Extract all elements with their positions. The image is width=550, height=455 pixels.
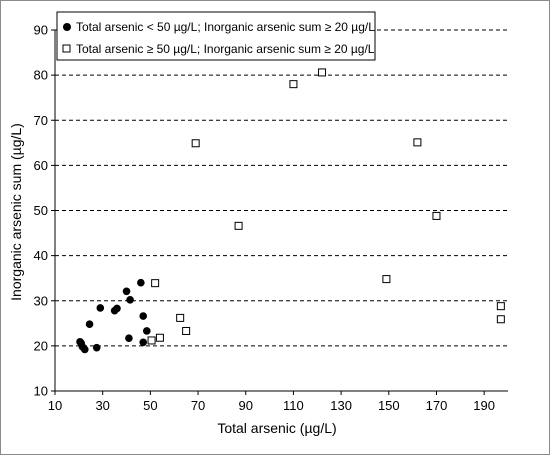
point-series-2-6: [191, 139, 200, 148]
point-series-1-4: [81, 345, 89, 354]
y-tick-label-80: 80: [34, 68, 48, 83]
point-series-1-6: [92, 343, 101, 352]
y-tick-label-40: 40: [34, 248, 48, 263]
x-tick-label-30: 30: [95, 398, 109, 413]
x-tick-label-70: 70: [191, 398, 205, 413]
y-tick-label-60: 60: [34, 158, 48, 173]
x-axis-title: Total arsenic (µg/L): [217, 420, 336, 436]
x-tick-label-130: 130: [330, 398, 352, 413]
point-series-2-14: [496, 315, 505, 324]
y-tick-label-30: 30: [34, 293, 48, 308]
legend-label-series-1: Total arsenic < 50 µg/L; Inorganic arsen…: [76, 20, 375, 34]
x-tick-label-50: 50: [143, 398, 157, 413]
point-series-2-11: [413, 138, 422, 147]
x-tick-label-190: 190: [473, 398, 495, 413]
point-series-1-10: [122, 287, 131, 296]
point-series-2-4: [176, 313, 185, 322]
y-tick-label-70: 70: [34, 113, 48, 128]
x-tick-label-10: 10: [48, 398, 62, 413]
y-tick-label-20: 20: [34, 338, 48, 353]
legend-marker-series-2: [62, 44, 71, 53]
legend: Total arsenic < 50 µg/L; Inorganic arsen…: [56, 11, 376, 61]
point-series-1-14: [139, 312, 148, 320]
legend-label-series-2: Total arsenic ≥ 50 µg/L; Inorganic arsen…: [76, 42, 375, 56]
point-series-2-1: [147, 336, 156, 345]
point-series-1-5: [85, 320, 94, 329]
x-tick-label-110: 110: [283, 398, 304, 413]
point-series-2-9: [318, 68, 327, 77]
y-tick-label-50: 50: [34, 203, 48, 218]
point-series-1-12: [125, 334, 133, 343]
point-series-1-11: [126, 296, 134, 304]
x-tick-label-90: 90: [239, 398, 253, 413]
x-tick-label-150: 150: [378, 398, 400, 413]
point-series-1-7: [96, 304, 105, 312]
point-series-2-13: [496, 302, 505, 311]
point-series-2-2: [151, 279, 160, 288]
y-tick-label-90: 90: [34, 23, 48, 38]
point-series-1-9: [113, 304, 121, 313]
x-tick-label-170: 170: [426, 398, 448, 413]
point-series-1-13: [137, 278, 145, 287]
legend-box: [56, 11, 376, 61]
data-points: [76, 68, 505, 354]
point-series-2-10: [382, 275, 391, 284]
point-series-2-8: [289, 80, 298, 89]
point-series-2-3: [155, 333, 164, 342]
point-series-2-5: [182, 326, 191, 335]
axes: [51, 29, 508, 395]
point-series-1-16: [142, 327, 151, 335]
legend-marker-series-1: [63, 23, 71, 31]
tick-labels: 10 20 30 40 50 60 70 80 90 10 30 50 70 90 110 130 150 170…: [34, 23, 495, 414]
grid-lines: [55, 29, 508, 347]
y-tick-label-10: 10: [34, 384, 48, 399]
y-axis-title: Inorganic arsenic sum (µg/L): [8, 123, 24, 301]
point-series-2-12: [432, 211, 441, 220]
point-series-2-7: [234, 221, 243, 230]
point-series-1-15: [139, 338, 148, 347]
